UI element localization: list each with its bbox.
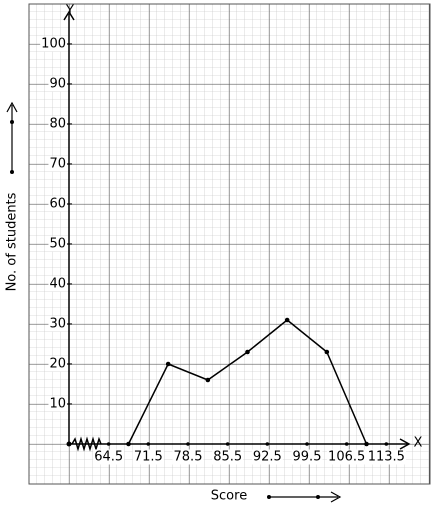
y-tick-label-bg bbox=[48, 196, 67, 212]
x-tick bbox=[225, 442, 230, 446]
x-tick-label-bg bbox=[132, 449, 164, 465]
point bbox=[284, 317, 290, 323]
y-tick-label-bg bbox=[48, 236, 67, 252]
x-tick bbox=[305, 442, 309, 446]
x-tick-label-bg bbox=[291, 449, 323, 465]
y-tick-label: 10 bbox=[49, 397, 66, 412]
point bbox=[205, 377, 211, 383]
point bbox=[364, 441, 369, 447]
x-tick-label: 71.5 bbox=[134, 450, 163, 465]
y-tick-label-bg bbox=[48, 276, 67, 292]
y-tick-label-bg bbox=[48, 396, 67, 412]
x-tick-label: 113.5 bbox=[368, 450, 405, 465]
y-label: No. of students bbox=[5, 192, 20, 291]
axis-break bbox=[71, 436, 102, 452]
x-tick-label-bg bbox=[93, 449, 125, 465]
x-tick-label: 85.5 bbox=[213, 450, 242, 465]
x-tick-label: 106.5 bbox=[328, 450, 365, 465]
x-tick bbox=[384, 442, 389, 446]
y-arrow bbox=[63, 10, 75, 21]
x-tick-label-bg bbox=[366, 449, 406, 465]
x-label-arrow bbox=[267, 491, 342, 503]
major-grid bbox=[28, 3, 431, 485]
point bbox=[126, 441, 131, 447]
x-tick-label: 92.5 bbox=[253, 450, 282, 465]
x-tick bbox=[146, 442, 151, 446]
x-tick-label-bg bbox=[327, 449, 367, 465]
y-tick-label-bg bbox=[48, 156, 67, 172]
x-tick-label-bg bbox=[172, 449, 204, 465]
y-tick-label: 20 bbox=[49, 357, 66, 372]
x-tick-label: 78.5 bbox=[174, 450, 203, 465]
x-tick-label: 99.5 bbox=[293, 450, 322, 465]
y-tick-label-bg bbox=[48, 316, 67, 332]
point bbox=[165, 361, 171, 367]
y-tick-label-bg bbox=[48, 356, 67, 372]
y-tick-label: 50 bbox=[49, 237, 66, 252]
x-tick bbox=[344, 442, 349, 446]
y-axis-name: Y bbox=[65, 4, 74, 19]
origin-dot bbox=[66, 441, 72, 447]
x-axis-name: X bbox=[414, 436, 423, 451]
y-label-arrow bbox=[6, 101, 18, 174]
y-tick-label-bg bbox=[48, 76, 67, 92]
y-tick-label: 70 bbox=[49, 157, 66, 172]
y-tick-label: 30 bbox=[49, 317, 66, 332]
x-label: Score bbox=[211, 489, 247, 504]
y-tick-label: 100 bbox=[41, 37, 66, 52]
point bbox=[245, 349, 250, 355]
y-tick-label: 40 bbox=[49, 277, 66, 292]
x-tick-label-bg bbox=[212, 449, 244, 465]
x-tick bbox=[186, 442, 190, 446]
y-tick-label-bg bbox=[40, 36, 67, 52]
x-tick-label: 64.5 bbox=[94, 450, 123, 465]
y-tick-label-bg bbox=[48, 116, 67, 132]
graph-paper bbox=[28, 3, 431, 485]
y-tick-label: 80 bbox=[49, 117, 66, 132]
x-arrow bbox=[399, 438, 411, 450]
y-tick-label: 90 bbox=[49, 77, 66, 92]
x-tick bbox=[265, 442, 270, 446]
x-tick bbox=[106, 442, 111, 446]
y-tick-label: 60 bbox=[49, 197, 66, 212]
x-tick-label-bg bbox=[251, 449, 283, 465]
point bbox=[324, 349, 330, 355]
